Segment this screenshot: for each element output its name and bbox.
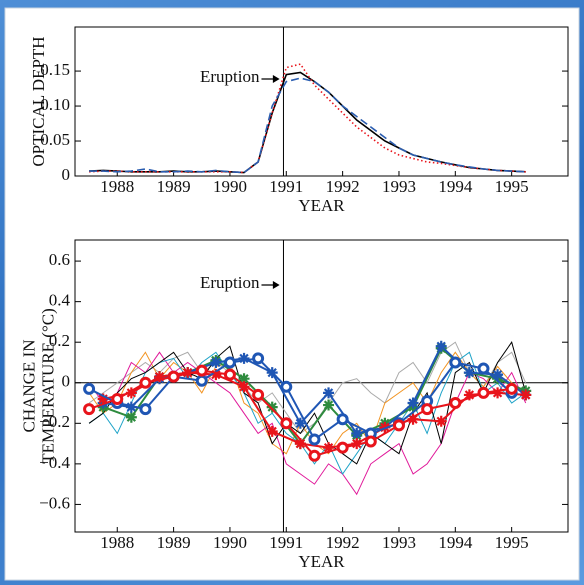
marker: [266, 401, 278, 413]
marker: [210, 369, 222, 381]
marker: [336, 413, 349, 426]
annotation: Eruption: [200, 273, 260, 292]
marker: [252, 352, 265, 365]
marker: [336, 441, 349, 454]
marker: [407, 397, 419, 409]
panel: [4, 7, 580, 581]
marker: [392, 419, 405, 432]
y-tick-label: 0.15: [40, 60, 70, 79]
series-line: [89, 77, 526, 174]
x-tick-label: 1988: [100, 177, 134, 196]
marker: [111, 392, 124, 405]
marker: [238, 381, 250, 393]
marker: [266, 425, 278, 437]
x-tick-label: 1992: [326, 533, 360, 552]
x-tick-label: 1992: [326, 177, 360, 196]
y-tick-label: 0.05: [40, 130, 70, 149]
y-axis-label: OPTICAL DEPTH: [29, 36, 48, 166]
marker: [364, 435, 377, 448]
plot-frame: [74, 239, 569, 533]
x-tick-label: 1990: [213, 533, 247, 552]
marker: [449, 397, 462, 410]
marker: [449, 356, 462, 369]
marker: [323, 399, 335, 411]
x-tick-label: 1991: [269, 533, 303, 552]
marker: [195, 364, 208, 377]
y-tick-label: 0.10: [40, 95, 70, 114]
marker: [294, 438, 306, 450]
x-tick-label: 1993: [382, 177, 416, 196]
marker: [238, 352, 250, 364]
x-tick-label: 1995: [495, 177, 529, 196]
x-tick-label: 1993: [382, 533, 416, 552]
marker: [210, 356, 222, 368]
annotation-arrow: [261, 280, 280, 290]
y-axis-label: CHANGE IN: [19, 339, 38, 432]
marker: [182, 367, 194, 379]
marker: [435, 415, 447, 427]
plot-frame: [74, 26, 569, 177]
marker: [238, 373, 250, 385]
marker: [280, 417, 293, 430]
marker: [83, 382, 96, 395]
marker: [167, 370, 180, 383]
y-tick-label: 0.6: [49, 250, 70, 269]
marker: [83, 403, 96, 416]
marker: [492, 369, 504, 381]
x-tick-label: 1991: [269, 177, 303, 196]
marker: [223, 368, 236, 381]
y-tick-label: 0.4: [49, 291, 71, 310]
marker: [125, 401, 137, 413]
marker: [407, 413, 419, 425]
marker: [477, 386, 490, 399]
series-line: [88, 357, 513, 441]
marker: [463, 367, 475, 379]
x-tick-label: 1989: [157, 177, 191, 196]
marker: [252, 388, 265, 401]
y-tick-label: 0.2: [49, 331, 70, 350]
annotation-arrow: [261, 74, 280, 84]
marker: [520, 389, 532, 401]
marker: [308, 433, 321, 446]
marker: [421, 403, 434, 416]
y-tick-label: 0: [62, 372, 71, 391]
marker: [139, 376, 152, 389]
x-tick-label: 1989: [157, 533, 191, 552]
y-tick-label: −0.2: [39, 412, 70, 431]
marker: [294, 417, 306, 429]
marker: [125, 387, 137, 399]
marker: [223, 356, 236, 369]
y-tick-label: −0.4: [39, 453, 70, 472]
marker: [125, 411, 137, 423]
annotation: Eruption: [200, 67, 260, 86]
marker: [492, 387, 504, 399]
marker: [351, 427, 363, 439]
y-axis-label: TEMPERATURE (°C): [38, 308, 57, 464]
marker: [463, 389, 475, 401]
series-line: [88, 341, 527, 465]
marker: [280, 380, 293, 393]
x-axis-label: YEAR: [298, 196, 345, 215]
marker: [195, 374, 208, 387]
series-line: [88, 369, 512, 457]
marker: [505, 382, 518, 395]
x-tick-label: 1994: [438, 177, 473, 196]
x-axis-label: YEAR: [298, 552, 345, 571]
marker: [435, 340, 447, 352]
y-tick-label: −0.6: [39, 493, 70, 512]
marker: [139, 403, 152, 416]
x-tick-label: 1990: [213, 177, 247, 196]
x-tick-label: 1995: [495, 533, 529, 552]
marker: [323, 387, 335, 399]
marker: [154, 371, 166, 383]
marker: [323, 442, 335, 454]
marker: [477, 362, 490, 375]
x-tick-label: 1994: [438, 533, 473, 552]
y-tick-label: 0: [62, 165, 71, 184]
x-tick-label: 1988: [100, 533, 134, 552]
marker: [97, 393, 109, 405]
marker: [308, 449, 321, 462]
